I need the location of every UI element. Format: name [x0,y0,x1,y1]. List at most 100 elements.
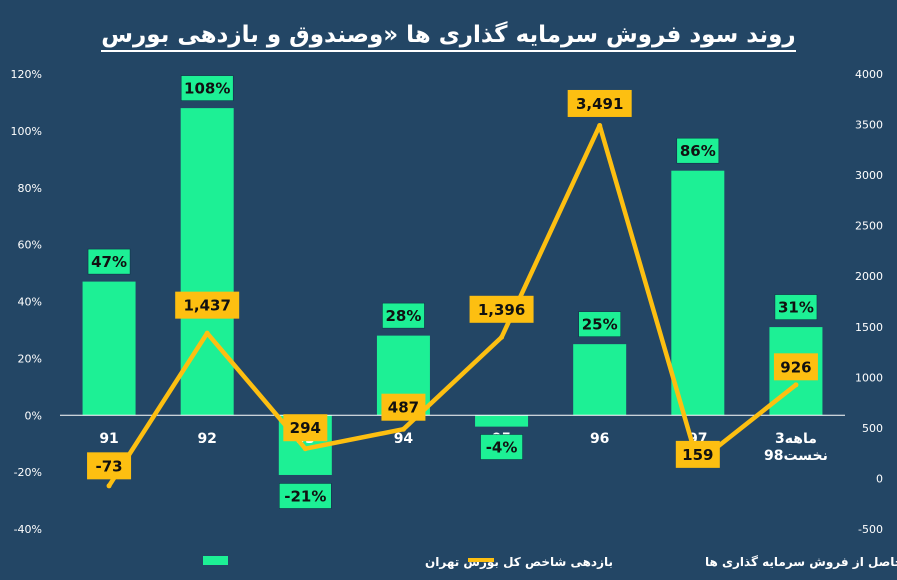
line-label-text: 3,491 [576,95,623,113]
bar-label-box [774,294,818,320]
left-tick-label: 120% [11,68,42,81]
line-point [106,483,112,489]
bar-91 [82,281,136,416]
bar-data-label: 31% [774,294,818,320]
line-point [302,446,308,452]
line-point [400,426,406,432]
bar-label-text: 108% [184,80,230,98]
line-label-box [469,295,534,323]
line-profit-series [106,123,799,489]
right-tick-label: -500 [858,523,883,536]
bar-label-box [279,483,332,509]
line-point [793,382,799,388]
line-data-label: -73 [87,452,132,480]
right-tick-label: 0 [876,472,883,485]
line-label-text: 487 [388,399,419,417]
category-label-line: 91 [99,431,118,447]
legend: بازدهی شاخص کل بورس تهران سود حاصل از فرو… [203,555,897,570]
line-label-box [773,353,818,381]
chart-title: روند سود فروش سرمایه گذاری ها «وصندوق و … [101,22,796,52]
right-tick-label: 3500 [855,119,883,132]
bar-data-label: 86% [676,137,720,164]
bar-97 [671,170,725,416]
right-tick-label: 2000 [855,270,883,283]
bar-data-label: -21% [279,483,332,509]
right-tick-label: 1000 [855,371,883,384]
bar-label-box [676,137,720,164]
line-label-text: 159 [682,446,713,464]
bar-label-text: 86% [680,142,716,160]
category-label-line: 96 [590,431,609,447]
bar-label-text: 25% [582,316,618,334]
bar-data-label: 108% [180,75,234,101]
line-data-label: 1,437 [175,291,240,319]
right-tick-label: 4000 [855,68,883,81]
bar-data-labels: 47% 108% -21% 28% -4% 25% 86% 31% [87,75,818,509]
legend-bar-label: بازدهی شاخص کل بورس تهران [425,555,613,570]
left-tick-label: 100% [11,125,42,138]
right-tick-label: 2500 [855,220,883,233]
bar-96 [573,344,627,416]
bar-label-box [382,302,425,329]
line-data-label: 926 [773,353,818,381]
right-tick-label: 500 [862,422,883,435]
left-tick-label: 0% [25,409,42,422]
line-data-label: 159 [675,440,720,468]
bar-data-label: 28% [382,302,425,329]
line-label-text: 926 [780,358,811,376]
left-tick-label: 20% [18,352,42,365]
left-axis: -40% -20% 0% 20% 40% 60% 80% 100% 120% [11,68,42,536]
bar-95 [475,415,529,427]
left-tick-label: 40% [18,296,42,309]
bar-label-box [480,434,523,460]
right-tick-label: 3000 [855,169,883,182]
line-point [204,330,210,336]
category-label: 3ماهه نخست98 [764,431,828,464]
line-label-box [381,393,426,421]
left-tick-label: -40% [14,523,42,536]
left-tick-label: 80% [18,182,42,195]
bar-label-box [578,311,621,337]
bar-label-text: 28% [385,307,421,325]
line-label-text: 294 [290,419,321,437]
bar-label-text: -4% [486,439,518,457]
bar-92 [180,108,234,416]
line-data-label: 3,491 [567,89,632,117]
line-label-text: 1,437 [183,297,230,315]
legend-bar-swatch [203,556,228,565]
line-point [597,122,603,128]
category-label: 91 [99,431,118,447]
line-data-label: 294 [283,414,328,442]
bar-data-label: 25% [578,311,621,337]
line-label-box [175,291,240,319]
category-label-line: 94 [394,431,414,447]
bar-label-box [180,75,234,101]
line-label-text: -73 [96,457,123,475]
line-data-label: 1,396 [469,295,534,323]
line-label-box [675,440,720,468]
line-label-text: 1,396 [478,301,525,319]
line-point [499,334,505,340]
bar-label-box [87,248,131,275]
left-tick-label: -20% [14,466,42,479]
line-label-box [283,414,328,442]
category-label: 96 [590,431,609,447]
bar-data-label: -4% [480,434,523,460]
line-data-labels: -73 1,437 294 487 1,396 3,491 159 926 [87,89,818,480]
bar-data-label: 47% [87,248,131,275]
line-data-label: 487 [381,393,426,421]
line-label-box [567,89,632,117]
bar-label-text: 47% [91,253,127,271]
legend-line-label: سود حاصل از فروش سرمایه گذاری ها [705,555,897,570]
right-axis: -500 0 500 1000 1500 2000 2500 3000 3500 4000 [855,68,883,536]
bar-label-text: 31% [778,299,814,317]
category-label: 94 [394,431,414,447]
right-tick-label: 1500 [855,321,883,334]
line-series [106,122,799,489]
category-label: 92 [197,431,216,447]
category-label-line: نخست98 [764,448,828,464]
category-label-line: 92 [197,431,216,447]
category-label-line: 3ماهه [775,431,817,447]
